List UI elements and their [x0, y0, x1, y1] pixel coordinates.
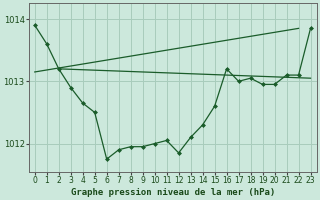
X-axis label: Graphe pression niveau de la mer (hPa): Graphe pression niveau de la mer (hPa) — [70, 188, 275, 197]
